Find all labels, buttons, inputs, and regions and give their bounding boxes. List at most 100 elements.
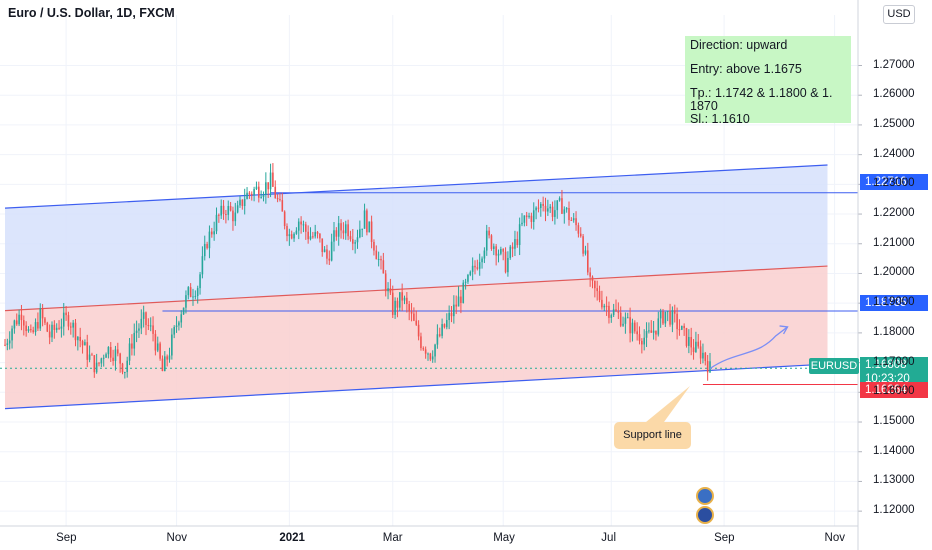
candle-body <box>455 304 457 307</box>
candle-body <box>558 198 561 201</box>
candle-body <box>537 207 540 209</box>
y-tick-label: 1.22000 <box>873 207 915 220</box>
candle-body <box>391 292 394 315</box>
candle-body <box>86 342 89 360</box>
candle-body <box>147 325 150 327</box>
candle-body <box>262 194 265 197</box>
callout-pointer <box>646 386 690 422</box>
candle-body <box>335 230 338 237</box>
eu-flag-icon[interactable] <box>696 506 714 524</box>
candle-body <box>171 334 173 356</box>
candle-body <box>704 352 707 362</box>
candle-body <box>102 357 105 359</box>
candle-body <box>650 330 653 333</box>
forecast-path <box>709 326 788 370</box>
candle-body <box>363 210 366 229</box>
candle-body <box>142 312 145 319</box>
candle-body <box>352 239 354 244</box>
candle-body <box>530 215 533 222</box>
candle-body <box>476 267 479 269</box>
candle-body <box>460 296 462 303</box>
candle-body <box>434 344 436 357</box>
note-direction: Direction: upward <box>690 38 788 52</box>
x-tick-label: 2021 <box>279 532 305 544</box>
candle-body <box>598 291 601 300</box>
candle-body <box>121 363 124 373</box>
candle-body <box>528 215 530 218</box>
currency-button[interactable]: USD <box>883 5 915 24</box>
candle-body <box>366 210 368 233</box>
candle-body <box>507 257 509 273</box>
candle-body <box>589 272 591 277</box>
price-tag-middle: 1.18735 <box>860 295 928 311</box>
candle-body <box>39 308 42 329</box>
candle-body <box>615 309 617 312</box>
candle-body <box>44 318 46 323</box>
candle-body <box>51 324 53 338</box>
candle-body <box>673 310 676 314</box>
candle-body <box>622 323 624 326</box>
candle-body <box>342 230 345 234</box>
candle-body <box>481 258 483 263</box>
candle-body <box>8 340 11 344</box>
x-tick-label: Nov <box>824 532 845 544</box>
candle-body <box>624 317 627 324</box>
candle-body <box>429 353 432 360</box>
candle-body <box>128 343 131 361</box>
candle-body <box>502 248 504 252</box>
candle-body <box>702 352 704 359</box>
candle-body <box>340 223 342 231</box>
candle-body <box>250 193 253 196</box>
price-tag-upper: 1.22716 <box>860 174 928 190</box>
candle-body <box>53 324 56 330</box>
candle-body <box>208 231 211 249</box>
note-take-profit: Tp.: 1.1742 & 1.1800 & 1. 1870 <box>690 86 833 113</box>
channel-lower-zone <box>5 266 828 409</box>
candle-body <box>81 341 84 346</box>
candle-body <box>105 354 107 358</box>
candle-body <box>415 320 418 325</box>
candle-body <box>119 353 121 364</box>
candle-body <box>446 320 448 328</box>
candle-body <box>316 232 319 234</box>
candle-body <box>267 182 269 190</box>
candle-body <box>424 349 427 354</box>
candle-body <box>206 243 208 249</box>
candle-body <box>664 311 667 324</box>
candle-body <box>185 295 187 308</box>
candle-body <box>213 231 215 235</box>
candle-body <box>302 224 305 226</box>
candle-body <box>516 239 519 245</box>
candle-body <box>265 182 267 195</box>
candle-body <box>370 221 373 242</box>
candle-body <box>312 236 314 238</box>
candle-body <box>20 314 23 321</box>
candle-body <box>420 336 422 349</box>
candle-body <box>32 330 34 333</box>
us-flag-icon[interactable] <box>696 487 714 505</box>
candle-body <box>561 198 563 214</box>
candle-body <box>330 241 333 261</box>
candle-body <box>554 210 556 217</box>
candle-body <box>488 230 490 236</box>
candle-body <box>518 224 521 245</box>
candle-body <box>469 271 472 275</box>
channel-upper-zone <box>5 165 828 311</box>
candle-body <box>354 242 356 244</box>
candle-body <box>652 330 655 333</box>
candle-body <box>314 232 316 237</box>
candle-body <box>243 198 246 206</box>
candle-body <box>464 281 467 283</box>
candle-body <box>577 225 580 234</box>
candle-body <box>166 356 168 360</box>
candle-body <box>288 234 291 237</box>
candle-body <box>671 310 674 325</box>
candle-body <box>173 327 175 335</box>
candle-body <box>6 343 9 345</box>
candle-body <box>138 328 140 331</box>
candle-body <box>241 199 244 206</box>
candle-body <box>643 337 645 345</box>
candle-body <box>410 311 413 314</box>
candle-body <box>152 325 154 334</box>
candle-body <box>232 210 234 222</box>
